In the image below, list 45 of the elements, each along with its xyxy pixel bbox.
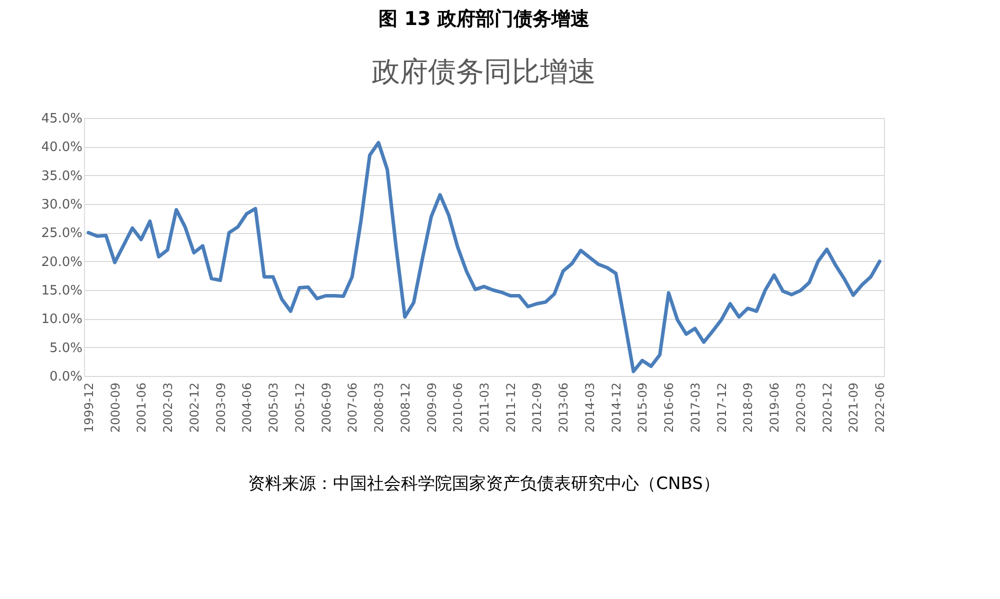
x-tick-label: 2017-12: [714, 382, 729, 433]
x-tick-label: 2007-06: [346, 382, 360, 433]
chart-subtitle: 政府债务同比增速: [372, 55, 596, 88]
y-tick-label: 5.0%: [49, 340, 82, 356]
y-tick-label: 45.0%: [41, 112, 82, 126]
x-tick-label: 2021-09: [846, 382, 861, 433]
chart-title: 图 13 政府部门债务增速: [378, 8, 590, 30]
x-tick-label: 2002-12: [187, 382, 202, 433]
y-tick-label: 40.0%: [41, 140, 82, 156]
x-tick-label: 2014-12: [609, 382, 624, 433]
x-tick-label: 2008-12: [398, 382, 412, 433]
x-tick-label: 2011-12: [504, 382, 518, 433]
x-tick-label: 2020-03: [794, 382, 808, 433]
x-tick-label: 2006-09: [319, 382, 334, 433]
x-tick-label: 2009-09: [424, 382, 439, 433]
x-tick-label: 2000-09: [108, 382, 122, 433]
y-tick-label: 15.0%: [41, 284, 82, 298]
x-tick-label: 1999-12: [82, 382, 96, 433]
x-tick-label: 2001-06: [134, 382, 149, 433]
y-tick-label: 30.0%: [41, 198, 82, 212]
x-tick-label: 2015-09: [636, 382, 650, 433]
x-tick-label: 2020-12: [820, 382, 834, 433]
x-tick-label: 2017-03: [688, 382, 702, 433]
x-tick-label: 2005-03: [266, 382, 281, 433]
x-tick-label: 2014-03: [582, 382, 597, 433]
text: 资料来源：中国社会科学院国家资产负债表研究中心（CNBS）: [248, 474, 720, 494]
x-tick-label: 2022-06: [873, 382, 888, 433]
x-tick-label: 2016-06: [662, 382, 676, 433]
y-tick-label: 0.0%: [49, 370, 82, 384]
x-tick-label: 2010-06: [451, 382, 466, 433]
y-tick-label: 35.0%: [41, 168, 82, 184]
x-tick-label: 2018-09: [741, 382, 756, 433]
y-tick-label: 10.0%: [41, 312, 82, 328]
x-tick-label: 2019-06: [768, 382, 782, 433]
x-tick-label: 2003-09: [214, 382, 228, 433]
x-tick-label: 2012-09: [530, 382, 544, 433]
x-tick-label: 2013-06: [556, 382, 571, 433]
x-tick-label: 2005-12: [292, 382, 307, 433]
x-tick-label: 2004-06: [240, 382, 254, 433]
y-tick-label: 20.0%: [41, 254, 82, 270]
x-tick-label: 2008-03: [372, 382, 386, 433]
line-series: [86, 140, 882, 374]
x-tick-label: 2002-03: [161, 382, 176, 433]
y-tick-label: 25.0%: [41, 226, 82, 242]
x-tick-label: 2011-03: [478, 382, 492, 433]
